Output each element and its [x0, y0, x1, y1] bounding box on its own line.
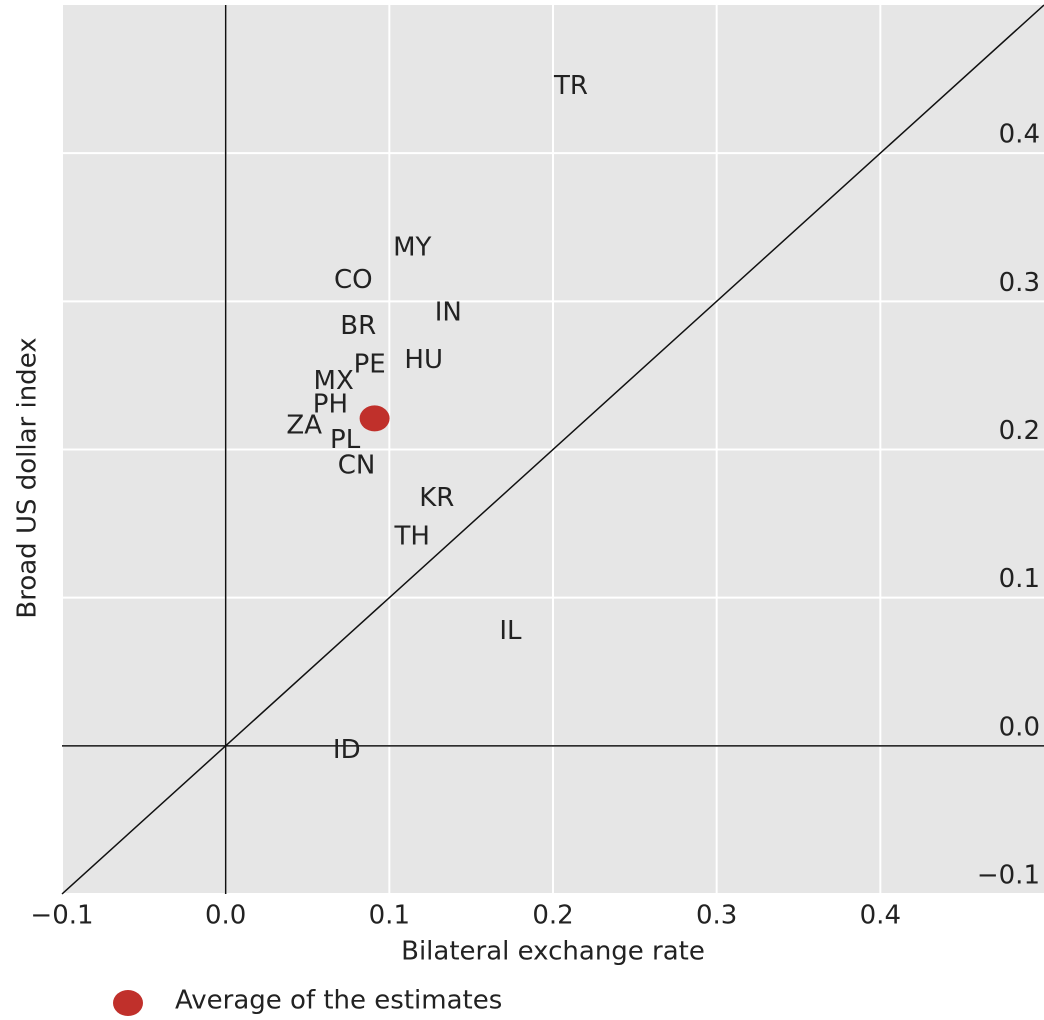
point-label: CN — [338, 450, 376, 480]
average-point — [359, 405, 390, 432]
y-tick-label: 0.4 — [999, 120, 1040, 150]
point-label: MY — [393, 232, 431, 262]
y-tick-label: 0.3 — [999, 268, 1040, 298]
legend-marker — [113, 990, 143, 1016]
x-tick-label: −0.1 — [30, 901, 93, 931]
y-tick-label: 0.0 — [999, 712, 1040, 742]
point-label: ZA — [286, 410, 322, 440]
point-label: MX — [314, 366, 354, 396]
point-label: TR — [553, 71, 588, 101]
point-label: PH — [313, 390, 348, 420]
point-label: IL — [499, 616, 522, 646]
point-label: PL — [330, 425, 361, 455]
diagonal-line — [61, 4, 1044, 895]
point-label: BR — [340, 311, 376, 341]
x-tick-label: 0.2 — [532, 901, 573, 931]
y-tick-label: −0.1 — [977, 861, 1040, 891]
x-tick-label: 0.4 — [860, 901, 901, 931]
x-tick-label: 0.1 — [369, 901, 410, 931]
legend-label: Average of the estimates — [175, 986, 502, 1016]
y-tick-label: 0.1 — [999, 564, 1040, 594]
x-axis-label: Bilateral exchange rate — [401, 937, 705, 967]
point-label: HU — [404, 345, 443, 375]
point-label: IN — [435, 298, 462, 328]
y-axis-label: Broad US dollar index — [13, 337, 43, 618]
point-label: KR — [419, 483, 454, 513]
x-tick-label: 0.0 — [205, 901, 246, 931]
point-label: TH — [394, 521, 430, 551]
x-tick-label: 0.3 — [696, 901, 737, 931]
y-tick-label: 0.2 — [999, 416, 1040, 446]
point-label: ID — [333, 735, 361, 765]
point-label: CO — [334, 265, 373, 295]
point-label: PE — [354, 350, 386, 380]
